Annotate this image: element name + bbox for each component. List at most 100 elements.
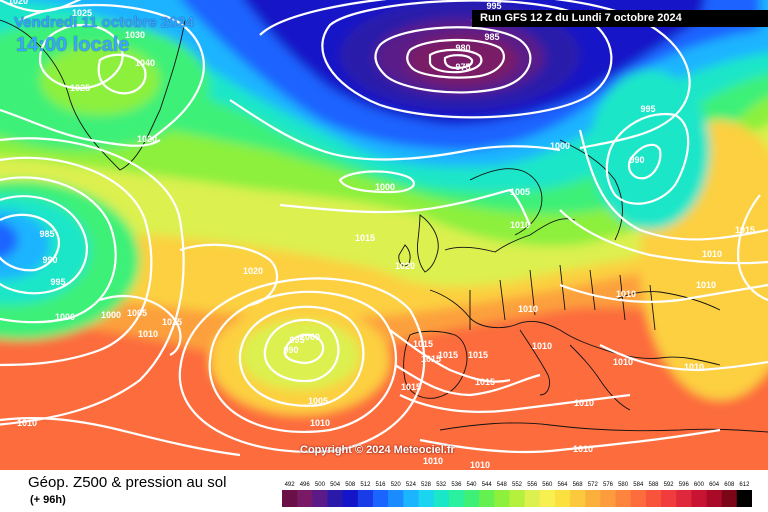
legend-tick-label: 560 [542,482,553,488]
isobar-label: 1010 [532,341,552,351]
isobar-label: 1005 [510,187,530,197]
legend-tick-label: 516 [375,482,386,488]
isobar-label: 1010 [702,249,722,259]
isobars [0,0,768,455]
isobar-label: 1010 [616,289,636,299]
legend-swatch [600,490,617,507]
isobar-label: 1010 [696,280,716,290]
legend-swatch [585,490,601,507]
isobar-label: 985 [39,229,54,239]
legend-swatch [630,490,647,507]
legend-swatch [645,490,662,507]
isobar-label: 1040 [135,58,155,68]
isobar-label: 1015 [401,382,421,392]
forecast-date: Vendredi 11 octobre 2024 [14,14,195,31]
legend-tick-label: 584 [633,482,644,488]
isobar-label: 1015 [735,225,755,235]
legend-swatch [494,490,510,507]
isobar-label: 1010 [518,304,538,314]
isobar-label: 1010 [510,220,530,230]
forecast-time: 14:00 locale [16,34,130,56]
legend-swatch [342,490,359,507]
legend-swatch [433,490,450,507]
legend-swatch [509,490,526,507]
forecast-offset: (+ 96h) [30,494,66,506]
legend-swatch [297,490,313,507]
legend-tick-label: 592 [664,482,675,488]
legend-swatch [282,490,298,507]
legend-tick-label: 520 [391,482,402,488]
legend-tick-label: 552 [512,482,523,488]
isobar-label: 1020 [8,0,28,6]
isobar-label: 1025 [72,8,92,18]
isobar-labels: 1020102510301040102510209959859809759100… [8,0,755,470]
isobar-label: 995 [640,104,655,114]
isobar-label: 1000 [375,182,395,192]
isobar-label: 1020 [395,261,415,271]
legend-swatch [539,490,556,507]
isobar-label: 995 [50,277,65,287]
isobar-label: 1010 [138,329,158,339]
legend-tick-label: 576 [603,482,614,488]
legend-swatch [448,490,465,507]
legend-swatch [479,490,495,507]
isobar-label: 1020 [243,266,263,276]
legend-tick-label: 580 [618,482,629,488]
legend-tick-label: 596 [679,482,690,488]
isobar-label: 995 [289,335,304,345]
legend-swatch [736,490,752,507]
legend-swatch [463,490,480,507]
run-label: Run GFS 12 Z du Lundi 7 octobre 2024 [472,10,768,27]
legend-tick-label: 512 [360,482,371,488]
legend-swatch [524,490,541,507]
isobar-label: 1015 [162,317,182,327]
legend-tick-label: 492 [285,482,296,488]
legend-tick-label: 588 [648,482,659,488]
isobar-label: 1010 [574,398,594,408]
isobar-label: 1010 [573,444,593,454]
geopotential-field [0,0,768,470]
legend-swatch [327,490,344,507]
isobar-label: 990 [629,155,644,165]
legend-tick-label: 612 [739,482,750,488]
legend-tick-label: 532 [436,482,447,488]
isobar-label: 1000 [550,141,570,151]
legend-tick-label: 528 [421,482,432,488]
isobar-label: 1005 [308,396,328,406]
legend-swatch [706,490,723,507]
legend-swatch [721,490,738,507]
chart-title: Géop. Z500 & pression au sol [28,474,227,491]
legend-tick-label: 508 [345,482,356,488]
isobar-label: 1000 [55,312,75,322]
legend-tick-label: 540 [466,482,477,488]
legend-tick-label: 524 [406,482,417,488]
isobar-label: 1015 [468,350,488,360]
legend-swatch [388,490,404,507]
isobar-label: 1005 [127,308,147,318]
isobar-label: 990 [283,345,298,355]
isobar-label: 1015 [475,377,495,387]
isobar-label: 980 [455,43,470,53]
legend-tick-label: 568 [573,482,584,488]
isobar-label: 1010 [310,418,330,428]
isobar-label: 1020 [137,134,157,144]
legend-tick-label: 536 [451,482,462,488]
isobar-label: 1010 [17,418,37,428]
legend-swatch [418,490,435,507]
isobar-label: 1010 [613,357,633,367]
legend-swatch [570,490,586,507]
coastlines [0,19,768,433]
isobar-label: 990 [42,255,57,265]
legend-tick-label: 496 [300,482,311,488]
legend-swatch [403,490,419,507]
legend-tick-label: 548 [497,482,508,488]
isobar-label: 1010 [423,456,443,466]
weather-map: 1020102510301040102510209959859809759100… [0,0,768,470]
isobar-label: 985 [484,32,499,42]
legend-tick-label: 504 [330,482,341,488]
legend-swatch [357,490,374,507]
isobar-label: 1030 [125,30,145,40]
legend-swatch [554,490,571,507]
isobar-label: 1000 [101,310,121,320]
legend-swatch [373,490,389,507]
